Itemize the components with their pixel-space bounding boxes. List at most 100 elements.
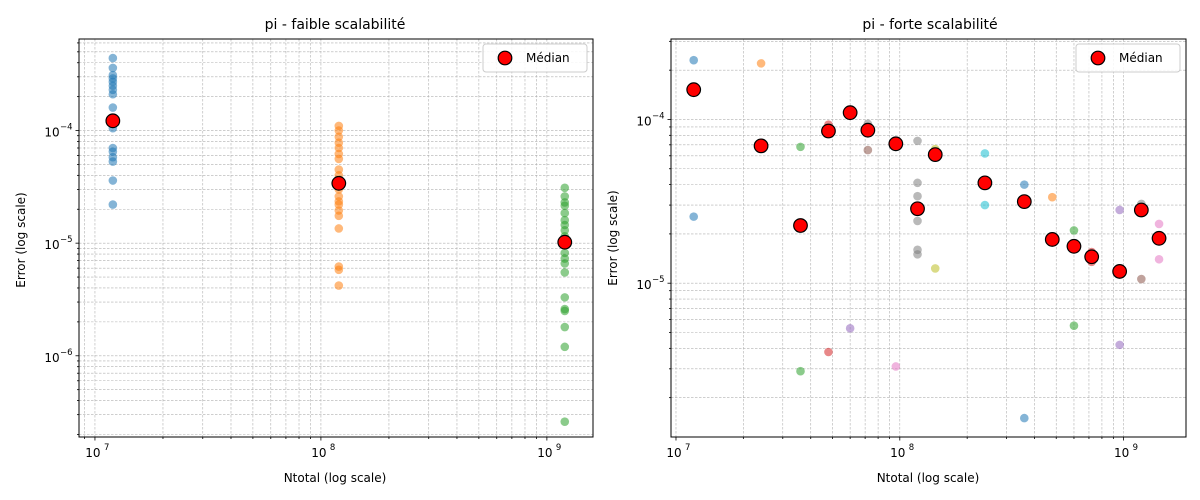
x-tick-label: 10 xyxy=(1114,446,1129,460)
x-tick-label: 10 xyxy=(311,446,326,460)
data-point xyxy=(1137,274,1146,284)
data-point xyxy=(930,264,940,273)
grid xyxy=(671,39,1186,437)
series-0 xyxy=(689,55,1029,423)
x-tick-exponent: 8 xyxy=(909,443,914,453)
data-point xyxy=(560,201,570,211)
series-9 xyxy=(980,149,990,210)
median-point xyxy=(686,82,702,98)
data-point xyxy=(108,63,118,73)
data-point xyxy=(980,200,990,210)
legend-box xyxy=(482,43,588,73)
data-point xyxy=(334,132,344,142)
median-points xyxy=(105,113,573,250)
data-point xyxy=(1115,340,1124,350)
series-7 xyxy=(863,119,1146,259)
median-point xyxy=(1084,249,1100,265)
series-1 xyxy=(334,121,344,290)
data-points xyxy=(108,53,570,426)
median-point xyxy=(1151,230,1167,246)
median-point xyxy=(927,147,943,163)
y-tick-exponent: −5 xyxy=(652,275,665,285)
data-point xyxy=(796,142,805,152)
data-point xyxy=(796,366,805,376)
median-point xyxy=(1133,202,1149,218)
median-point xyxy=(1044,232,1060,247)
series-4 xyxy=(845,107,1124,350)
plot-frame xyxy=(78,38,594,438)
legend: Médian xyxy=(482,43,588,73)
y-tick-label: 10 xyxy=(44,126,59,140)
data-point xyxy=(1069,226,1079,235)
data-point xyxy=(1020,413,1029,423)
data-point xyxy=(1020,180,1029,189)
median-point xyxy=(888,136,904,152)
median-point xyxy=(1016,194,1032,210)
data-point xyxy=(863,145,873,155)
data-point xyxy=(334,154,344,164)
series-6 xyxy=(891,219,1164,371)
median-point xyxy=(793,218,808,233)
series-8 xyxy=(930,144,940,273)
median-point xyxy=(1112,264,1128,279)
x-tick-exponent: 7 xyxy=(104,443,109,453)
legend: Médian xyxy=(1075,43,1181,73)
data-point xyxy=(334,224,344,233)
y-tick-label: 10 xyxy=(636,114,651,128)
data-point xyxy=(334,126,344,135)
median-point xyxy=(331,175,347,191)
data-point xyxy=(108,200,118,209)
x-tick-label: 10 xyxy=(666,446,681,460)
legend-box xyxy=(1075,43,1181,73)
median-point xyxy=(842,105,858,121)
median-point xyxy=(821,123,836,139)
data-point xyxy=(1154,254,1164,264)
data-point xyxy=(913,178,922,188)
median-point xyxy=(860,122,876,138)
x-tick-label: 10 xyxy=(85,446,100,460)
legend-label: Médian xyxy=(1119,51,1163,65)
series-2 xyxy=(796,142,1079,376)
x-tick-exponent: 9 xyxy=(1133,443,1138,453)
y-tick-label: 10 xyxy=(636,278,651,292)
data-point xyxy=(560,208,570,218)
data-point xyxy=(560,342,570,352)
data-point xyxy=(108,176,118,185)
data-point xyxy=(689,55,699,65)
y-axis-label: Error (log scale) xyxy=(606,190,620,285)
data-point xyxy=(334,265,344,275)
plot-frame xyxy=(670,38,1187,438)
data-point xyxy=(334,200,344,209)
y-axis-label: Error (log scale) xyxy=(14,192,28,287)
data-point xyxy=(108,103,118,112)
data-point xyxy=(560,306,570,316)
series-5 xyxy=(863,145,1146,284)
x-tick-exponent: 7 xyxy=(685,443,690,453)
median-point xyxy=(1066,238,1082,254)
y-tick-label: 10 xyxy=(44,238,59,252)
legend-marker xyxy=(1090,50,1106,66)
data-point xyxy=(756,59,766,68)
data-point xyxy=(560,293,570,302)
data-point xyxy=(334,143,344,153)
chart-title: pi - faible scalabilité xyxy=(265,17,406,33)
y-tick-exponent: −6 xyxy=(60,348,73,358)
data-point xyxy=(1115,205,1124,215)
median-point xyxy=(977,175,993,191)
data-point xyxy=(913,136,922,146)
median-point xyxy=(105,113,121,129)
data-point xyxy=(1047,192,1057,202)
legend-label: Médian xyxy=(526,51,570,65)
x-axis-label: Ntotal (log scale) xyxy=(877,471,980,485)
x-tick-exponent: 9 xyxy=(556,443,561,453)
grid xyxy=(79,39,593,437)
series-0 xyxy=(108,53,118,209)
series-1 xyxy=(756,59,1057,202)
data-points xyxy=(689,55,1164,423)
data-point xyxy=(108,53,118,63)
legend-marker xyxy=(497,50,513,66)
